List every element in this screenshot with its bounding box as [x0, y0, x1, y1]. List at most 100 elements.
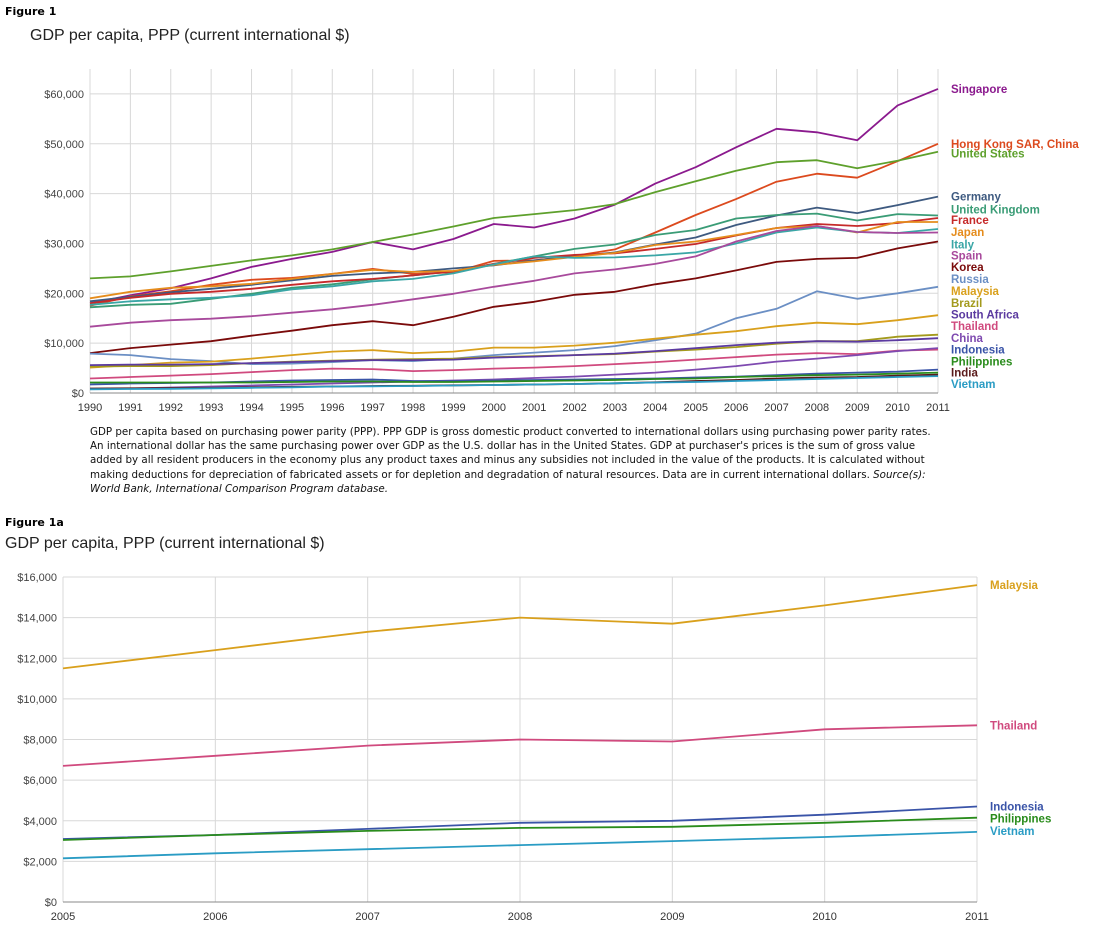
x-tick-label: 1994 [239, 402, 263, 414]
figure-1-chart: $0 $10,000 $20,000 $30,000 $40,000 $50,000 $60… [44, 69, 1079, 414]
x-tick-label: 2009 [845, 402, 869, 414]
series-label-philippines: Philippines [990, 814, 1051, 826]
y-tick-label: $12,000 [17, 653, 57, 665]
series-label-france: France [951, 215, 989, 227]
series-label-malaysia: Malaysia [990, 580, 1039, 592]
y-tick-label: $10,000 [17, 694, 57, 706]
x-tick-label: 1993 [199, 402, 223, 414]
x-tick-label: 2007 [764, 402, 788, 414]
y-tick-label: $60,000 [44, 89, 84, 101]
series-line-thailand [62, 724, 978, 767]
x-tick-label: 2007 [355, 911, 379, 923]
series-label-philippines: Philippines [951, 357, 1012, 369]
x-tick-label: 2008 [805, 402, 829, 414]
series-label-russia: Russia [951, 274, 989, 286]
x-tick-label: 2005 [683, 402, 707, 414]
series-line-malaysia [62, 584, 978, 670]
series-label-germany: Germany [951, 192, 1001, 204]
series-label-hong-kong-sar-china: Hong Kong SAR, China [951, 139, 1079, 151]
y-tick-label: $20,000 [44, 288, 84, 300]
x-tick-label: 2006 [724, 402, 748, 414]
y-tick-label: $8,000 [23, 735, 57, 747]
x-tick-label: 2003 [603, 402, 627, 414]
series-line-china [89, 347, 939, 390]
series-label-china: China [951, 333, 984, 345]
x-tick-label: 2010 [885, 402, 909, 414]
x-tick-label: 2005 [51, 911, 75, 923]
y-tick-label: $0 [72, 388, 84, 400]
series-line-russia [89, 285, 939, 366]
caption-text: GDP per capita based on purchasing power… [90, 426, 931, 481]
y-tick-label: $50,000 [44, 139, 84, 151]
y-tick-label: $4,000 [23, 816, 57, 828]
series-line-vietnam [89, 375, 939, 391]
caption-source: Source(s): World Bank, International Com… [90, 468, 926, 495]
series-line-korea [89, 240, 939, 354]
series-label-italy: Italy [951, 239, 975, 251]
series-line-japan [89, 221, 938, 300]
series-label-united-states: United States [951, 149, 1025, 161]
x-tick-label: 2004 [643, 402, 667, 414]
x-tick-label: 2001 [522, 402, 546, 414]
series-label-korea: Korea [951, 262, 984, 274]
x-tick-label: 2009 [660, 911, 684, 923]
y-tick-label: $10,000 [44, 338, 84, 350]
y-tick-label: $2,000 [23, 856, 57, 868]
figure-1-caption: GDP per capita based on purchasing power… [90, 425, 940, 496]
x-tick-label: 2000 [482, 402, 506, 414]
y-tick-label: $0 [45, 897, 57, 909]
series-line-malaysia [89, 314, 939, 369]
series-label-indonesia: Indonesia [990, 802, 1044, 814]
series-label-japan: Japan [951, 227, 984, 239]
line-end-labels: Malaysia Thailand IndonesiaPhilippinesViet… [990, 580, 1051, 838]
series-lines [89, 88, 939, 391]
y-tick-label: $16,000 [17, 572, 57, 584]
series-line-united-states [89, 150, 939, 280]
series-label-brazil: Brazil [951, 298, 982, 310]
series-line-spain [89, 225, 939, 328]
x-tick-label: 1991 [118, 402, 142, 414]
figure-1-title: GDP per capita, PPP (current internation… [30, 27, 350, 44]
series-label-singapore: Singapore [951, 84, 1007, 96]
series-label-thailand: Thailand [951, 321, 998, 333]
x-tick-label: 1998 [401, 402, 425, 414]
series-label-malaysia: Malaysia [951, 286, 1000, 298]
y-tick-label: $40,000 [44, 189, 84, 201]
series-line-philippines [90, 371, 939, 384]
figure-1-label: Figure 1 [5, 5, 57, 18]
series-label-united-kingdom: United Kingdom [951, 205, 1040, 217]
series-label-indonesia: Indonesia [951, 345, 1005, 357]
y-tick-label: $14,000 [17, 613, 57, 625]
x-tick-label: 2011 [926, 402, 950, 414]
figure-1a-title: GDP per capita, PPP (current internation… [5, 535, 325, 552]
x-tick-label: 1997 [360, 402, 384, 414]
y-tick-label: $6,000 [23, 775, 57, 787]
series-line-philippines [62, 816, 978, 841]
series-label-spain: Spain [951, 250, 982, 262]
series-label-india: India [951, 368, 978, 380]
figure-1a-label: Figure 1a [5, 516, 64, 529]
series-line-singapore [89, 88, 939, 305]
x-tick-label: 1990 [78, 402, 102, 414]
x-tick-label: 2010 [812, 911, 836, 923]
x-tick-label: 2002 [562, 402, 586, 414]
figure-1a-chart: $0 $2,000 $4,000 $6,000 $8,000 $10,000 $12,000… [17, 572, 1051, 923]
series-line-south-africa [89, 337, 939, 366]
gridlines [89, 69, 939, 394]
x-tick-label: 2006 [203, 911, 227, 923]
series-label-thailand: Thailand [990, 720, 1037, 732]
x-tick-label: 1995 [280, 402, 304, 414]
series-label-vietnam: Vietnam [990, 826, 1035, 838]
x-tick-label: 2011 [965, 911, 989, 923]
x-tick-label: 1999 [441, 402, 465, 414]
x-tick-label: 2008 [508, 911, 532, 923]
series-label-south-africa: South Africa [951, 310, 1020, 322]
x-tick-label: 1992 [159, 402, 183, 414]
series-line-vietnam [62, 831, 978, 860]
series-label-vietnam: Vietnam [951, 379, 996, 391]
y-tick-label: $30,000 [44, 238, 84, 250]
series-line-italy [89, 226, 939, 306]
x-tick-label: 1996 [320, 402, 344, 414]
series-line-thailand [89, 348, 939, 380]
